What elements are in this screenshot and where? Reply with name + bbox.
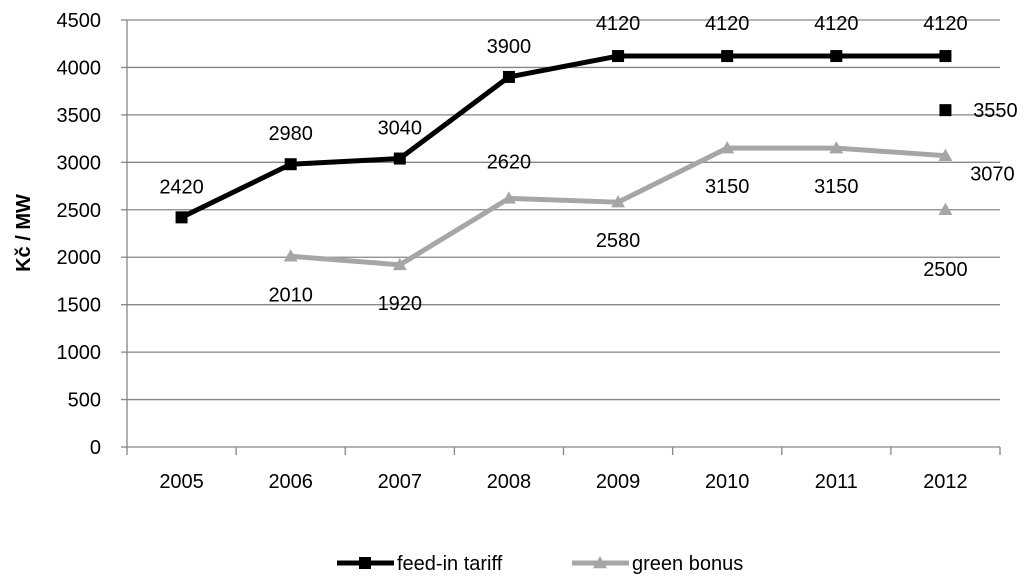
data-label-feed-in-tariff-2012: 4120 [923,13,968,35]
y-tick-label-2000: 2000 [57,247,102,269]
x-tick-label-2012: 2012 [923,471,968,493]
axes [121,19,1001,455]
legend-marker-feed-in-tariff [359,557,371,569]
y-tick-label-0: 0 [90,437,101,459]
data-labels: 2420 2980 3040 3900 4120 4120 4120 4120 2010 1920… [159,13,1017,315]
data-point-green-bonus-2012 [938,148,953,161]
x-tick-label-2005: 2005 [159,471,204,493]
extra-point-feed-in-tariff-2012 [939,104,952,117]
y-tick-label-2500: 2500 [57,200,102,222]
data-point-green-bonus-2008 [501,191,516,204]
data-point-feed-in-tariff-2007 [393,152,406,165]
data-label-green-bonus-2008: 2620 [487,151,532,173]
data-point-feed-in-tariff-2012 [939,50,952,63]
x-tick-label-2010: 2010 [705,471,750,493]
series-line-feed-in-tariff [180,53,946,220]
extra-label-green-bonus-2012: 2500 [923,259,968,281]
data-label-feed-in-tariff-2006: 2980 [268,123,313,145]
data-label-feed-in-tariff-2007: 3040 [378,118,423,140]
y-tick-label-1500: 1500 [57,295,102,317]
x-tick-label-2008: 2008 [487,471,532,493]
legend-label-green-bonus: green bonus [632,553,743,575]
gridlines [127,19,1000,401]
data-label-green-bonus-2006: 2010 [268,284,313,306]
data-point-green-bonus-2009 [611,195,626,208]
data-point-feed-in-tariff-2010 [721,50,734,63]
y-tick-label-1000: 1000 [57,342,102,364]
extra-point-green-bonus-2012 [938,202,953,216]
data-label-feed-in-tariff-2009: 4120 [596,13,641,35]
y-tick-label-4500: 4500 [57,10,102,32]
x-tick-labels: 2005 2006 2007 2008 2009 2010 2011 2012 [159,471,967,493]
extra-label-feed-in-tariff-2012: 3550 [973,100,1018,122]
data-label-green-bonus-2007: 1920 [378,293,423,315]
data-point-feed-in-tariff-2009 [612,50,625,63]
y-tick-labels: 0 500 1000 1500 2000 2500 3000 3500 4000 4500 [57,10,102,459]
legend: feed-in tariff green bonus [337,553,743,575]
data-point-green-bonus-2011 [829,141,844,154]
data-point-green-bonus-2007 [392,257,407,271]
y-axis-label: Kč / MW [13,194,35,272]
data-point-feed-in-tariff-2008 [502,70,515,83]
data-point-feed-in-tariff-2011 [830,50,843,63]
data-label-green-bonus-2012: 3070 [970,164,1015,186]
x-tick-label-2011: 2011 [815,471,858,493]
data-label-green-bonus-2009: 2580 [596,230,641,252]
y-tick-label-4000: 4000 [57,57,102,79]
data-label-feed-in-tariff-2011: 4120 [814,13,859,35]
data-label-green-bonus-2010: 3150 [705,176,750,198]
data-label-feed-in-tariff-2010: 4120 [705,13,750,35]
legend-label-feed-in-tariff: feed-in tariff [397,553,503,575]
data-point-feed-in-tariff-2005 [175,211,188,224]
data-label-feed-in-tariff-2005: 2420 [159,176,204,198]
data-point-green-bonus-2010 [720,141,735,154]
series-group [175,50,953,271]
x-tick-label-2009: 2009 [596,471,641,493]
data-label-green-bonus-2011: 3150 [814,176,859,198]
legend-marker-green-bonus [593,556,607,569]
data-point-feed-in-tariff-2006 [284,158,297,171]
y-tick-label-500: 500 [68,390,101,412]
y-tick-label-3500: 3500 [57,105,102,127]
y-tick-label-3000: 3000 [57,152,102,174]
x-tick-label-2007: 2007 [378,471,423,493]
x-tick-label-2006: 2006 [268,471,313,493]
data-label-feed-in-tariff-2008: 3900 [487,36,532,58]
data-point-green-bonus-2006 [283,249,298,262]
